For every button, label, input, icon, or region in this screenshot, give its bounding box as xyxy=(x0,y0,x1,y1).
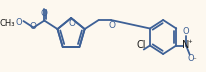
Text: ⁻: ⁻ xyxy=(192,58,196,64)
Text: O: O xyxy=(41,9,48,18)
Text: O: O xyxy=(183,27,189,36)
Text: O: O xyxy=(68,19,75,28)
Text: Cl: Cl xyxy=(136,40,146,50)
Text: N: N xyxy=(182,40,190,50)
Text: O: O xyxy=(109,21,116,30)
Text: +: + xyxy=(187,39,192,44)
Text: CH₃: CH₃ xyxy=(0,19,14,28)
Text: O: O xyxy=(16,18,22,27)
Text: O: O xyxy=(29,22,36,31)
Text: O: O xyxy=(187,54,194,63)
